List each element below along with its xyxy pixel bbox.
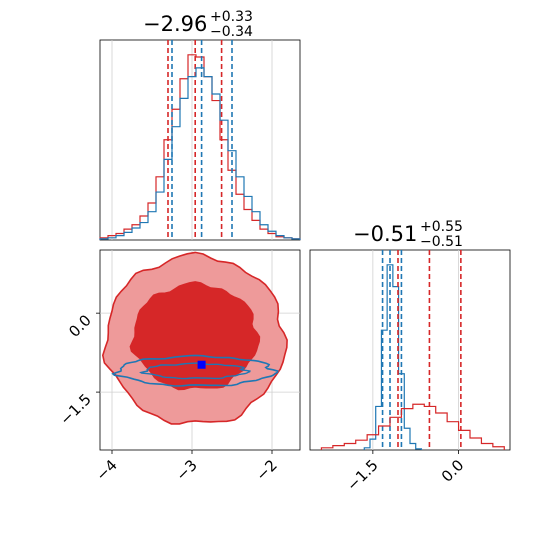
marker-point [197, 360, 206, 369]
x-tick-label: 0.0 [438, 456, 468, 486]
x-tick-label: −3 [172, 456, 200, 484]
histogram-red [99, 54, 301, 240]
contour-blue-outer [111, 354, 279, 387]
x-tick-label: −4 [92, 456, 120, 484]
contour-red-inner [129, 281, 261, 391]
panel-frame [99, 39, 301, 241]
title-param2-plus: +0.55 [420, 219, 463, 235]
histogram-blue [99, 67, 301, 240]
histogram-panel-param2 [309, 249, 511, 451]
histogram-blue [363, 264, 423, 450]
title-param1-plus: +0.33 [210, 9, 253, 25]
title-param2-minus: −0.51 [420, 234, 463, 250]
histogram-panel-param1 [99, 39, 301, 241]
contour-blue-inner [139, 362, 251, 380]
histogram-red [320, 403, 505, 450]
panel-frame [99, 249, 301, 451]
y-tick-label: −1.5 [56, 390, 94, 428]
title-param2: −0.51 [353, 222, 417, 246]
title-param1: −2.96 [143, 12, 207, 36]
panel-frame [309, 249, 511, 451]
x-tick-label: −1.5 [343, 456, 381, 494]
x-tick-label: −2 [252, 456, 280, 484]
contour-panel [99, 249, 301, 451]
title-param1-minus: −0.34 [210, 24, 253, 40]
y-tick-label: 0.0 [65, 311, 95, 341]
